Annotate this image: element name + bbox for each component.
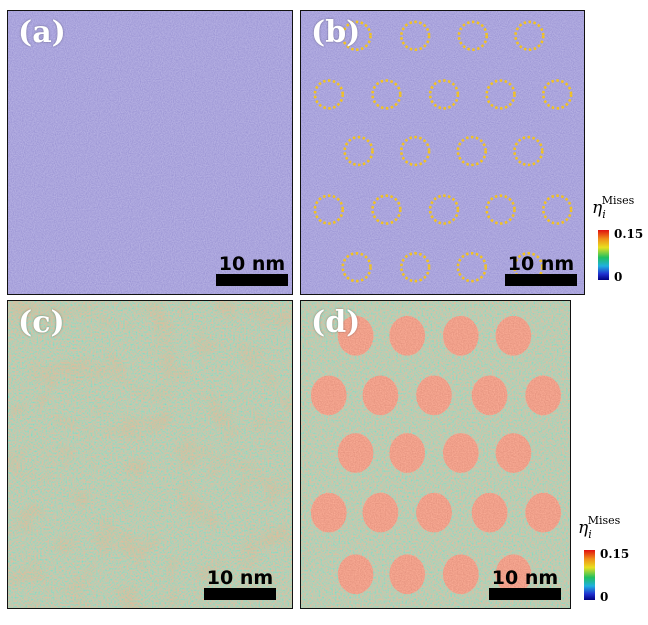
precipitate-blob	[495, 433, 532, 473]
scale-bar: 10 nm	[216, 255, 288, 286]
scale-bar-line	[216, 274, 288, 286]
scale-bar: 10 nm	[489, 569, 561, 600]
scale-bar-line	[489, 588, 561, 600]
precipitate-ring	[541, 79, 573, 110]
precipitate-ring	[400, 20, 431, 52]
colorbar-symbol: ηiMises	[578, 514, 624, 541]
panel-b: (b) 10 nm	[300, 10, 585, 295]
panel-label: (c)	[18, 305, 65, 340]
panel-label: (d)	[311, 305, 361, 340]
precipitate-blob	[389, 315, 426, 356]
panel-c: (c) 10 nm	[7, 300, 293, 609]
precipitate-blob	[337, 433, 374, 473]
precipitate-blob	[389, 433, 426, 473]
precipitate-blob	[310, 375, 347, 416]
colorbar-symbol-subscript: i	[588, 528, 592, 541]
precipitate-ring	[343, 135, 374, 167]
colorbar-max-label: 0.15	[600, 547, 630, 561]
precipitate-ring	[313, 194, 344, 225]
precipitate-blob	[471, 375, 508, 416]
scale-bar: 10 nm	[204, 569, 276, 600]
colorbar-symbol-eta: η	[578, 518, 589, 538]
precipitate-ring	[541, 194, 573, 225]
precipitate-blob	[310, 492, 347, 533]
precipitate-ring	[341, 20, 372, 52]
precipitate-blob	[495, 554, 532, 595]
colorbar-gradient	[598, 230, 609, 280]
precipitate-ring	[371, 194, 402, 225]
panel-d: (d) 10 nm	[300, 300, 571, 609]
precipitate-blob	[525, 492, 562, 533]
ring-overlay	[313, 20, 573, 283]
precipitate-ring	[514, 20, 545, 52]
scale-bar-label: 10 nm	[218, 253, 286, 275]
strain-map-d	[301, 301, 570, 608]
precipitate-blob	[442, 315, 479, 356]
precipitate-ring	[400, 135, 431, 167]
precipitate-ring	[456, 135, 487, 167]
strain-map-c	[8, 301, 292, 608]
precipitate-ring	[371, 79, 402, 110]
precipitate-blob	[362, 492, 399, 533]
scale-bar-label: 10 nm	[206, 567, 274, 589]
colorbar-min-label: 0	[600, 590, 609, 604]
precipitate-blob	[362, 375, 399, 416]
colorbar-top: ηiMises 0.15 0	[592, 194, 648, 288]
precipitate-ring	[457, 20, 488, 52]
colorbar-symbol-superscript: Mises	[587, 514, 621, 527]
precipitate-blob	[389, 554, 426, 595]
scale-bar-label: 10 nm	[507, 253, 575, 275]
precipitate-ring	[513, 135, 544, 167]
precipitate-ring	[313, 79, 344, 110]
precipitate-blob	[337, 315, 374, 356]
precipitate-blob	[442, 433, 479, 473]
scale-bar-line	[204, 588, 276, 600]
precipitate-ring	[456, 251, 487, 283]
colorbar-symbol-superscript: Mises	[601, 194, 635, 207]
colorbar-max-label: 0.15	[614, 227, 644, 241]
precipitate-ring	[341, 251, 372, 283]
panel-label: (b)	[311, 15, 361, 50]
precipitate-blob	[525, 375, 562, 416]
precipitate-blob	[471, 492, 508, 533]
precipitate-blob	[495, 315, 532, 356]
panel-label: (a)	[18, 15, 66, 50]
colorbar-min-label: 0	[614, 270, 623, 284]
precipitate-blob	[416, 375, 452, 416]
precipitate-ring	[400, 251, 431, 283]
colorbar-symbol-eta: η	[592, 198, 603, 218]
scale-bar-line	[505, 274, 577, 286]
panel-a: (a) 10 nm	[7, 10, 293, 295]
colorbar-bottom: ηiMises 0.15 0	[578, 514, 634, 608]
precipitate-ring	[428, 194, 460, 225]
precipitate-blob	[442, 554, 479, 595]
colorbar-gradient	[584, 550, 595, 600]
strain-map-a	[8, 11, 292, 294]
precipitate-group	[310, 315, 562, 595]
precipitate-ring	[428, 79, 460, 110]
scale-bar: 10 nm	[505, 255, 577, 286]
colorbar-symbol: ηiMises	[592, 194, 638, 221]
colorbar-symbol-subscript: i	[602, 208, 606, 221]
precipitate-blob	[337, 554, 374, 595]
strain-map-b	[301, 11, 584, 294]
precipitate-ring	[485, 194, 516, 225]
precipitate-blob	[416, 492, 452, 533]
scale-bar-label: 10 nm	[491, 567, 559, 589]
precipitate-ring	[485, 79, 516, 110]
